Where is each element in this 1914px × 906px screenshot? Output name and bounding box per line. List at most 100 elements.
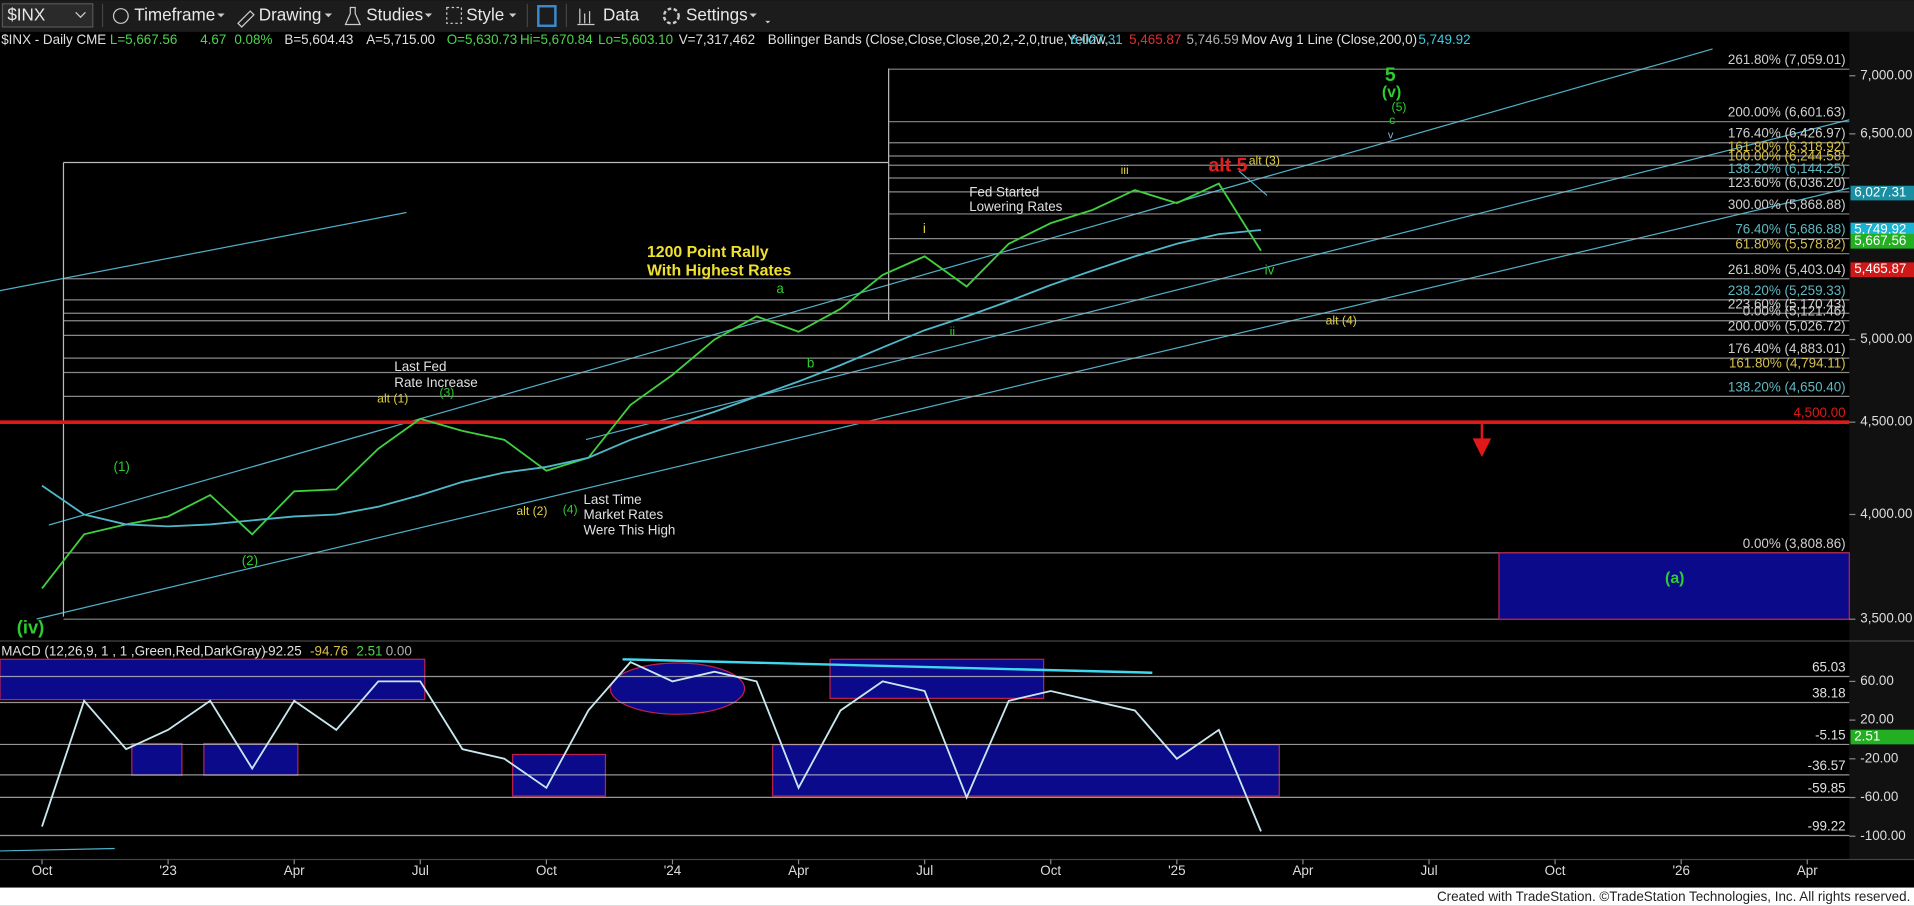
status-text: Lo=5,603.10 — [598, 32, 673, 47]
annotation: v — [1388, 130, 1394, 142]
macd-level-label: -99.22 — [1808, 818, 1846, 833]
annotation: Last Time — [583, 492, 641, 507]
y-tick-label: 4,000.00 — [1860, 506, 1912, 521]
dropdown-arrow — [75, 11, 86, 19]
y-tick-label: 4,500.00 — [1860, 414, 1912, 429]
fib-label: 200.00% (5,026.72) — [1728, 318, 1846, 333]
x-tick-label: Apr — [284, 863, 305, 878]
annotation: ii — [950, 324, 955, 338]
timeframe-menu[interactable]: Timeframe — [134, 6, 215, 25]
fib-label: 138.20% (6,144.25) — [1728, 161, 1846, 176]
x-tick-label: Apr — [1797, 863, 1818, 878]
price-tag — [1850, 185, 1914, 201]
status-text: 6,027.31 — [1071, 32, 1123, 47]
annotation: c — [1389, 113, 1395, 127]
drawing-menu[interactable]: Drawing — [259, 6, 322, 25]
trend-lines — [0, 48, 1850, 620]
macd-level-label: -59.85 — [1808, 780, 1846, 795]
zone — [131, 742, 183, 776]
y-tick-label: 60.00 — [1860, 673, 1894, 688]
status-text: 4.67 — [200, 32, 226, 47]
data-icon — [577, 8, 595, 26]
fib-label: 161.80% (4,794.11) — [1729, 356, 1846, 371]
price-axis — [1849, 31, 1914, 860]
y-tick-label: -100.00 — [1860, 828, 1905, 843]
trend-line — [0, 847, 115, 852]
x-tick-label: Jul — [412, 863, 429, 878]
annotation: Lowering Rates — [969, 199, 1062, 214]
fib-label: 176.40% (4,883.01) — [1728, 341, 1846, 356]
fib-label: 238.20% (5,259.33) — [1728, 283, 1846, 298]
studies-menu[interactable]: Studies — [366, 6, 423, 25]
fib-label: 123.60% (6,036.20) — [1728, 175, 1846, 190]
price-tag-label: 5,749.92 — [1854, 222, 1906, 237]
macd-tag — [1850, 729, 1914, 745]
fib-label: 0.00% (5,121.46) — [1743, 304, 1846, 319]
x-tick-label: Oct — [1040, 863, 1061, 878]
annotation: i — [923, 221, 926, 236]
annotation: Rate Increase — [394, 375, 477, 390]
zone — [203, 742, 299, 776]
annotation: Market Rates — [583, 507, 663, 522]
symbol-input[interactable] — [1, 3, 94, 28]
settings-menu[interactable]: Settings — [686, 6, 748, 25]
y-tick-label: 5,000.00 — [1860, 331, 1912, 346]
x-tick-label: Oct — [1545, 863, 1566, 878]
price-tag-label: 5,465.87 — [1854, 261, 1906, 276]
x-tick-label: Apr — [788, 863, 809, 878]
macd-level-label: 65.03 — [1812, 660, 1846, 675]
status-text: O=5,630.73 — [447, 32, 517, 47]
annotation: alt (1) — [377, 392, 408, 406]
fib-label: 0.00% (3,808.86) — [1743, 536, 1846, 551]
x-tick-label: Jul — [1420, 863, 1437, 878]
status-text: V=7,317,462 — [679, 32, 755, 47]
status-text: A=5,715.00 — [366, 32, 435, 47]
annotation: Fed Started — [969, 185, 1039, 200]
price-tag-label: 5,667.56 — [1854, 233, 1906, 248]
status-text: 0.08% — [234, 32, 272, 47]
style-menu[interactable]: Style — [466, 6, 504, 25]
studies-icon — [344, 6, 362, 26]
fib-label: 76.40% (5,686.88) — [1735, 222, 1845, 237]
macd-status-text: MACD (12,26,9, 1 , 1 ,Green,Red,DarkGray… — [1, 644, 265, 659]
status-text: $INX - Daily CME — [1, 32, 106, 47]
fib-label: 138.20% (4,650.40) — [1728, 379, 1846, 394]
dropdown-arrow — [509, 13, 517, 18]
drawing-icon — [237, 10, 255, 28]
status-text: 5,749.92 — [1418, 32, 1470, 47]
macd-status-text: -94.76 — [310, 644, 348, 659]
price-tag-label: 6,027.31 — [1854, 185, 1906, 200]
symbol[interactable]: $INX — [7, 6, 46, 25]
price-tag — [1850, 262, 1914, 278]
data-menu[interactable]: Data — [603, 6, 640, 25]
annotation: iii — [1121, 163, 1129, 177]
zone — [772, 744, 1280, 797]
annotation: alt (4) — [1326, 313, 1357, 327]
annotation: iv — [1265, 263, 1275, 278]
annotation: (1) — [114, 459, 130, 474]
status-text: 5,746.59 — [1186, 32, 1238, 47]
layout-icon[interactable] — [537, 5, 557, 27]
footer-bar — [0, 887, 1914, 906]
dropdown-arrow — [324, 13, 333, 18]
x-tick-label: Oct — [32, 863, 53, 878]
annotation: 1200 Point Rally — [647, 244, 769, 261]
y-tick-label: 3,500.00 — [1860, 611, 1912, 626]
fib-label: 61.80% (5,578.82) — [1735, 237, 1845, 252]
annotation: a — [776, 281, 784, 296]
macd-level-label: -5.15 — [1815, 727, 1846, 742]
annotation: 5 — [1385, 64, 1396, 86]
fib-label: 4,500.00 — [1793, 405, 1845, 420]
annotation: (a) — [1665, 570, 1684, 587]
divergence-line — [622, 658, 1153, 674]
x-tick-label: '24 — [664, 863, 682, 878]
x-tick-label: Apr — [1292, 863, 1313, 878]
series-line — [41, 229, 1262, 528]
timeframe-icon — [112, 8, 129, 24]
macd-level-label: 38.18 — [1812, 686, 1846, 701]
x-tick-label: Jul — [916, 863, 933, 878]
zone — [0, 658, 426, 701]
annotation: alt (3) — [1249, 153, 1280, 167]
settings-icon — [662, 7, 680, 25]
